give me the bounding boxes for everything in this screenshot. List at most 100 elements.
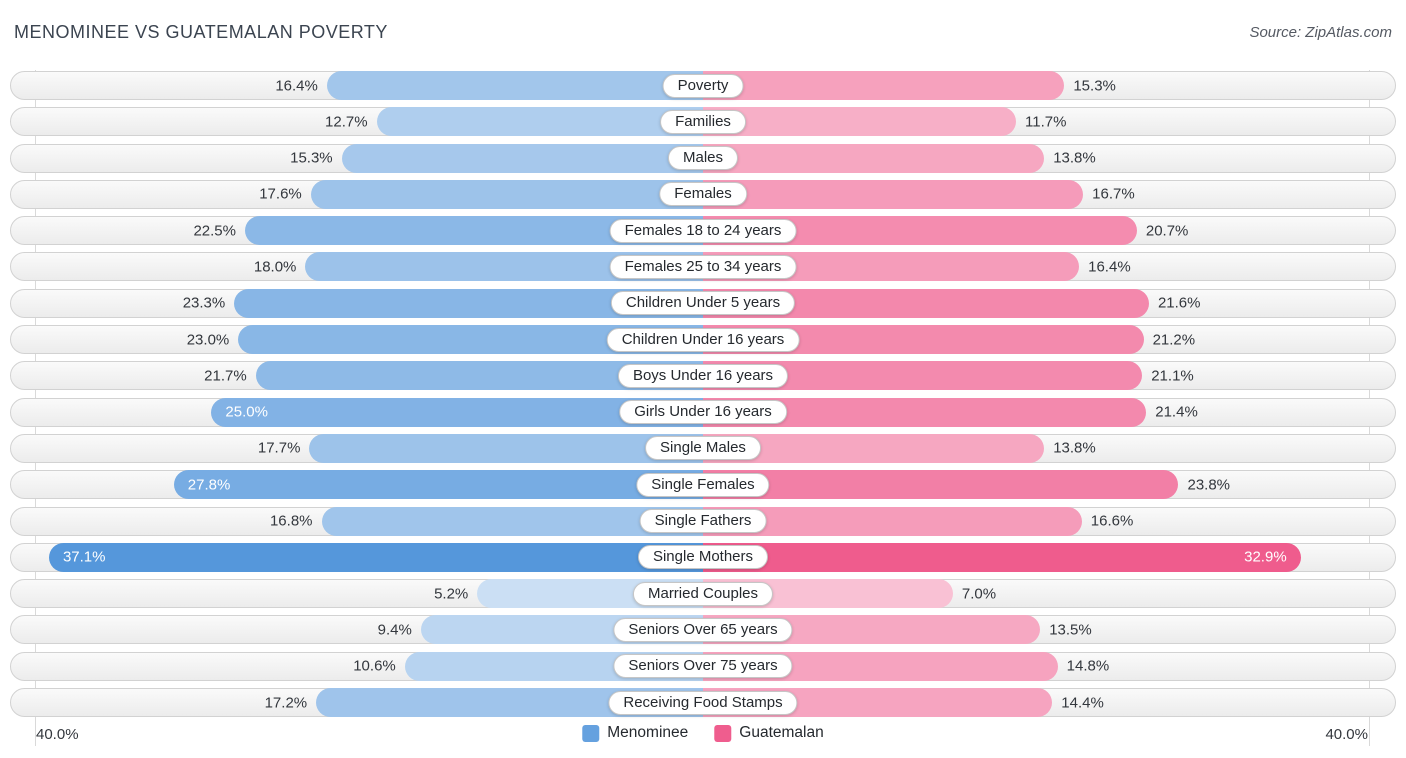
chart-row: 10.6% 14.8% Seniors Over 75 years	[10, 651, 1396, 681]
category-label: Females 18 to 24 years	[609, 218, 797, 243]
chart-header: MENOMINEE VS GUATEMALAN POVERTY Source: …	[0, 0, 1406, 62]
guatemalan-value: 21.1%	[1151, 367, 1194, 385]
chart-row: 15.3% 13.8% Males	[10, 143, 1396, 173]
guatemalan-value: 21.4%	[1155, 403, 1198, 421]
chart-title: MENOMINEE VS GUATEMALAN POVERTY	[14, 22, 388, 42]
guatemalan-value: 13.5%	[1049, 621, 1092, 639]
category-label: Families	[660, 109, 746, 134]
guatemalan-value: 15.3%	[1073, 77, 1116, 94]
menominee-value: 5.2%	[434, 585, 469, 603]
menominee-value: 18.0%	[253, 258, 297, 276]
chart-row: 5.2% 7.0% Married Couples	[10, 579, 1396, 609]
category-label: Receiving Food Stamps	[608, 690, 798, 715]
menominee-value: 16.4%	[275, 77, 318, 94]
category-label: Children Under 5 years	[610, 291, 796, 316]
chart-row: 17.2% 14.4% Receiving Food Stamps	[10, 688, 1396, 718]
category-label: Single Males	[645, 436, 761, 461]
chart-row: 9.4% 13.5% Seniors Over 65 years	[10, 615, 1396, 645]
guatemalan-value: 13.8%	[1053, 439, 1096, 457]
guatemalan-value: 7.0%	[961, 585, 997, 603]
chart-row: 16.8% 16.6% Single Fathers	[10, 506, 1396, 536]
menominee-value: 22.5%	[193, 222, 236, 240]
guatemalan-value: 11.7%	[1025, 113, 1067, 131]
menominee-value: 12.7%	[325, 113, 368, 131]
menominee-value: 9.4%	[377, 621, 412, 639]
menominee-bar	[309, 433, 703, 463]
guatemalan-value: 16.7%	[1092, 185, 1135, 203]
chart-row: 27.8% 23.8% Single Females	[10, 470, 1396, 500]
category-label: Males	[667, 146, 739, 171]
chart-row: 25.0% 21.4% Girls Under 16 years	[10, 397, 1396, 427]
chart-row: 17.7% 13.8% Single Males	[10, 433, 1396, 463]
legend-item-guatemalan: Guatemalan	[714, 724, 824, 742]
guatemalan-value: 16.4%	[1088, 258, 1131, 276]
menominee-value: 15.3%	[290, 149, 333, 167]
guatemalan-value: 23.8%	[1187, 476, 1231, 494]
guatemalan-bar	[703, 143, 1045, 173]
category-label: Single Fathers	[639, 509, 767, 534]
menominee-value: 17.7%	[257, 439, 301, 457]
chart-row: 23.3% 21.6% Children Under 5 years	[10, 288, 1396, 318]
chart-row: 18.0% 16.4% Females 25 to 34 years	[10, 252, 1396, 282]
guatemalan-value: 20.7%	[1145, 222, 1189, 240]
guatemalan-value: 21.6%	[1157, 294, 1201, 312]
guatemalan-legend-swatch	[714, 724, 732, 742]
chart-row: 21.7% 21.1% Boys Under 16 years	[10, 361, 1396, 391]
menominee-value: 21.7%	[204, 367, 247, 385]
guatemalan-bar	[703, 470, 1179, 500]
menominee-bar	[341, 143, 703, 173]
menominee-bar	[48, 542, 703, 572]
guatemalan-bar	[703, 107, 1017, 137]
menominee-legend-swatch	[582, 724, 600, 742]
source-credit: Source: ZipAtlas.com	[1249, 24, 1392, 41]
menominee-bar	[321, 506, 703, 536]
right-axis-max-label: 40.0%	[1325, 726, 1368, 743]
menominee-bar	[173, 470, 703, 500]
guatemalan-value: 21.2%	[1152, 331, 1196, 349]
category-label: Poverty	[662, 73, 744, 98]
guatemalan-value: 16.6%	[1090, 512, 1134, 530]
chart-row: 17.6% 16.7% Females	[10, 179, 1396, 209]
menominee-value: 23.0%	[186, 331, 230, 349]
menominee-value: 10.6%	[353, 657, 396, 675]
menominee-value: 17.6%	[259, 185, 302, 203]
category-label: Seniors Over 65 years	[613, 617, 793, 642]
left-axis-max-label: 40.0%	[36, 726, 79, 743]
menominee-value: 37.1%	[62, 548, 106, 566]
legend-item-menominee: Menominee	[582, 724, 688, 742]
category-label: Single Females	[636, 472, 770, 497]
guatemalan-bar	[703, 179, 1084, 209]
guatemalan-value: 14.8%	[1066, 657, 1110, 675]
menominee-value: 27.8%	[187, 476, 231, 494]
menominee-value: 17.2%	[264, 694, 308, 712]
menominee-legend-label: Menominee	[607, 724, 689, 741]
menominee-bar	[326, 71, 703, 100]
chart-row: 12.7% 11.7% Families	[10, 107, 1396, 137]
menominee-value: 23.3%	[182, 294, 226, 312]
category-label: Single Mothers	[637, 545, 769, 570]
category-label: Children Under 16 years	[606, 327, 800, 352]
guatemalan-bar	[703, 71, 1065, 100]
menominee-value: 16.8%	[269, 512, 313, 530]
guatemalan-bar	[703, 542, 1301, 572]
category-label: Married Couples	[632, 581, 774, 606]
guatemalan-value: 13.8%	[1053, 149, 1096, 167]
chart-row: 22.5% 20.7% Females 18 to 24 years	[10, 216, 1396, 246]
chart-row: 16.4% 15.3% Poverty	[10, 71, 1396, 100]
guatemalan-legend-label: Guatemalan	[739, 724, 824, 741]
chart-rows: 16.4% 15.3% Poverty 12.7% 11.7% Families 15.3%…	[10, 71, 1396, 724]
menominee-bar	[376, 107, 703, 137]
category-label: Females	[659, 182, 747, 207]
chart-footer: 40.0% 40.0% Menominee Guatemalan	[0, 724, 1406, 748]
menominee-bar	[310, 179, 703, 209]
chart-row: 23.0% 21.2% Children Under 16 years	[10, 325, 1396, 355]
guatemalan-value: 32.9%	[1244, 548, 1287, 566]
legend: Menominee Guatemalan	[582, 724, 824, 742]
category-label: Boys Under 16 years	[617, 363, 789, 388]
category-label: Girls Under 16 years	[619, 400, 787, 425]
category-label: Females 25 to 34 years	[609, 254, 797, 279]
chart-row: 37.1% 32.9% Single Mothers	[10, 542, 1396, 572]
category-label: Seniors Over 75 years	[613, 654, 793, 679]
menominee-value: 25.0%	[225, 403, 268, 421]
guatemalan-value: 14.4%	[1061, 694, 1104, 712]
